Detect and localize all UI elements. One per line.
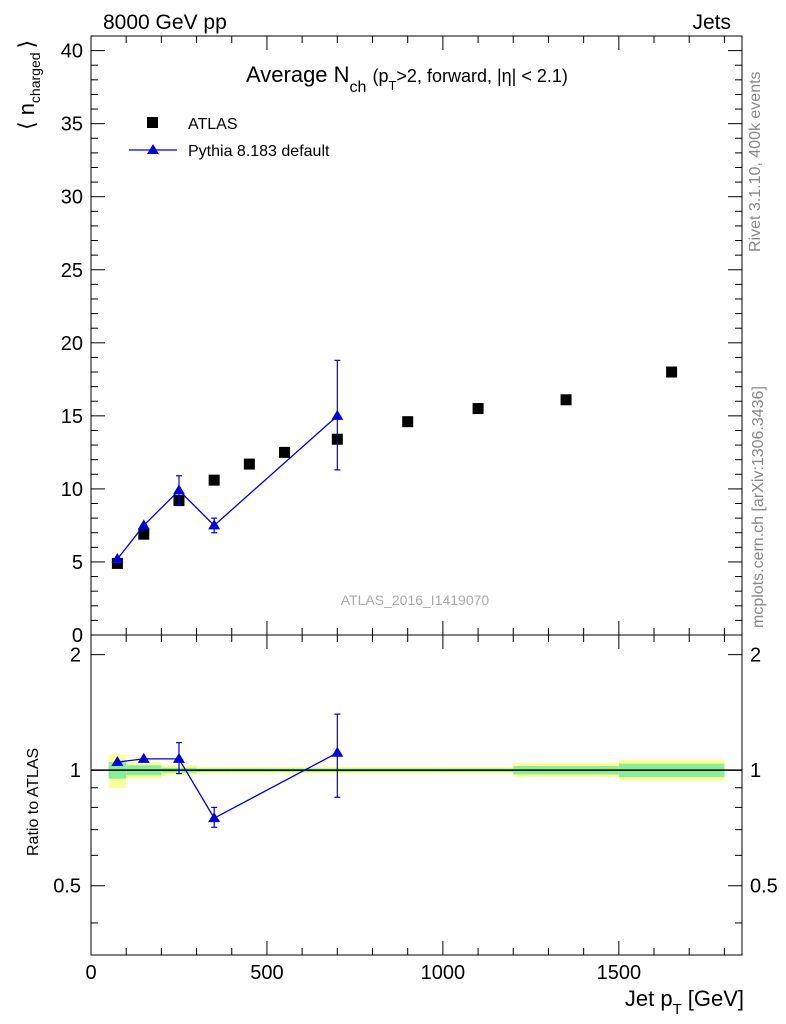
main-y-tick-label: 30 (61, 187, 83, 209)
main-y-tick-label: 10 (61, 479, 83, 501)
main-x-ticks (90, 36, 725, 635)
main-y-tick-label: 20 (61, 333, 83, 355)
ratio-y-tick-label-right: 0.5 (750, 876, 778, 898)
rivet-version-label: Rivet 3.1.10, 400k events (747, 71, 764, 252)
pythia-ratio-point (172, 752, 185, 763)
legend-atlas-label: ATLAS (188, 116, 238, 133)
ratio-y-tick-label: 0.5 (53, 876, 81, 898)
main-y-tick-label: 5 (72, 552, 83, 574)
atlas-data-point (472, 403, 484, 415)
main-y-ticks: 0 5 10 15 20 25 30 35 40 (61, 35, 742, 647)
main-y-tick-label: 25 (61, 260, 83, 282)
ratio-y-tick-label: 1 (70, 760, 81, 782)
atlas-data-point (279, 446, 291, 458)
main-y-tick-label: 35 (61, 114, 83, 136)
ratio-frame (90, 634, 743, 956)
pythia-main-point (137, 519, 150, 530)
legend-pythia-marker (147, 144, 159, 154)
ratio-plot-marks (111, 713, 344, 828)
main-panel: 0 5 10 15 20 25 30 35 40 Average Nch(pT>2, forwa… (14, 35, 743, 647)
ratio-y-tick-label-right: 1 (750, 760, 761, 782)
pythia-ratio-point (208, 812, 221, 823)
legend-pythia-label: Pythia 8.183 default (188, 143, 330, 160)
ratio-y-tick-label: 2 (70, 645, 81, 667)
pythia-main-point (331, 409, 344, 420)
header-energy-label: 8000 GeV pp (103, 11, 227, 34)
atlas-data-point (111, 557, 123, 569)
pythia-main-line (116, 415, 338, 560)
x-tick-label: 0 (85, 962, 96, 984)
ratio-x-ticks: 0 500 1000 1500 (85, 635, 725, 984)
atlas-data-point (243, 458, 255, 470)
atlas-data-point (402, 416, 414, 428)
legend: ATLAS Pythia 8.183 default (129, 116, 330, 160)
ratio-panel: 0.5 0.5 1 1 2 2 0 500 1000 1500 Ratio to ATLAS J… (25, 634, 778, 1018)
main-y-tick-label: 15 (61, 406, 83, 428)
ratio-y-ticks: 0.5 0.5 1 1 2 2 (53, 645, 778, 924)
source-label: mcplots.cern.ch [arXiv:1306.3436] (750, 386, 767, 628)
pythia-ratio-point (111, 756, 124, 767)
atlas-data-point (138, 528, 150, 540)
chart-title: Average Nch(pT>2, forward, |η| < 2.1) (246, 62, 568, 96)
atlas-data-point (666, 366, 678, 378)
legend-atlas-marker (147, 117, 158, 128)
pythia-main-point (111, 553, 124, 564)
header-process-label: Jets (692, 11, 731, 34)
pythia-ratio-point (137, 752, 150, 763)
main-plot-marks (111, 359, 678, 569)
x-tick-label: 500 (250, 962, 283, 984)
x-tick-label: 1500 (597, 962, 642, 984)
x-tick-label: 1000 (421, 962, 466, 984)
atlas-data-point (208, 474, 220, 486)
ratio-uncertainty-bands (108, 754, 725, 788)
ratio-y-tick-label-right: 2 (750, 645, 761, 667)
atlas-data-point (560, 394, 572, 406)
main-y-tick-label: 40 (61, 41, 83, 63)
main-y-tick-label: 0 (72, 625, 83, 647)
x-axis-label: Jet pT [GeV] (625, 986, 744, 1018)
pythia-ratio-point (331, 746, 344, 757)
pythia-main-point (172, 484, 185, 495)
main-y-axis-label: ⟨ ncharged⟩ (14, 40, 43, 130)
analysis-id-label: ATLAS_2016_I1419070 (341, 592, 490, 608)
ratio-y-axis-label: Ratio to ATLAS (25, 748, 42, 856)
pythia-main-point (208, 519, 221, 530)
